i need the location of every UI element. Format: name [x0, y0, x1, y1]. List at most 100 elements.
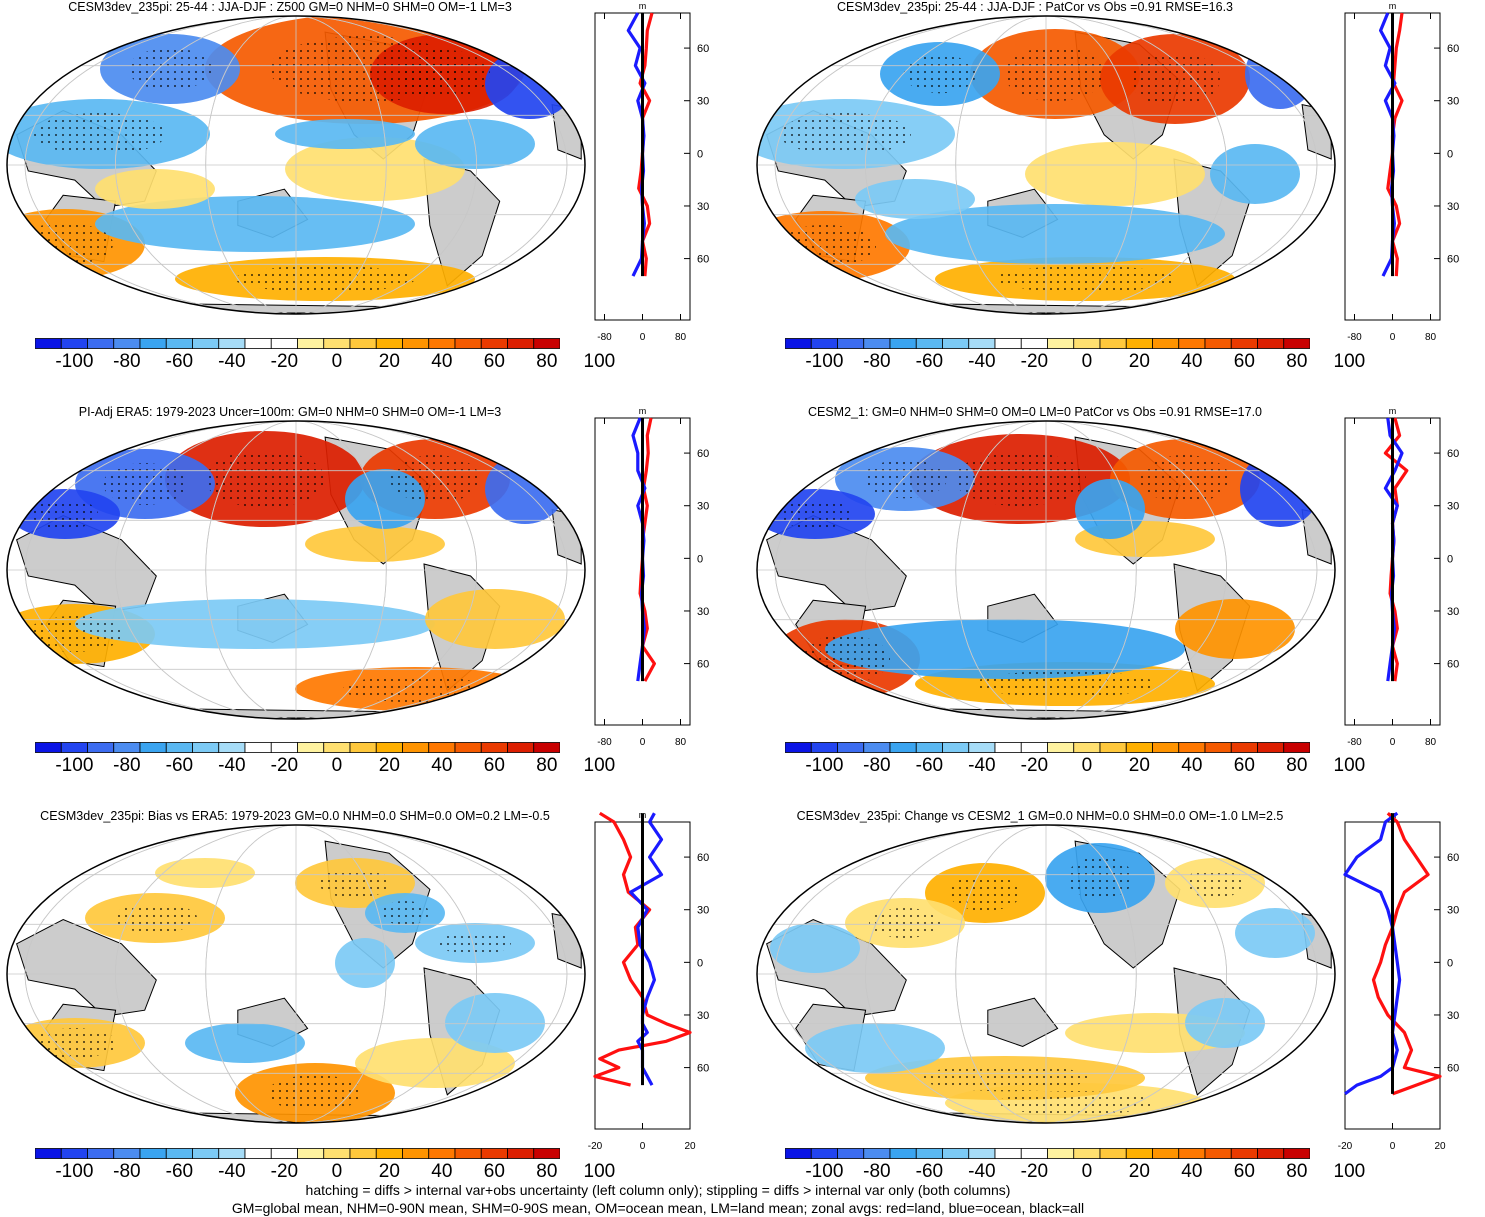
- colorbar-tick-label: 0: [1081, 1161, 1093, 1182]
- y-tick-label: 30N: [1447, 905, 1460, 917]
- longitude-gridline: [864, 16, 1228, 314]
- stippling: [1185, 868, 1245, 898]
- land-zonal-line: [593, 811, 692, 1087]
- colorbar-tick-label: 0: [331, 351, 343, 372]
- x-tick-label: -80: [1347, 737, 1362, 748]
- colorbar-tick-label: 0: [1081, 755, 1093, 776]
- x-tick-label: -20: [588, 1141, 603, 1152]
- colorbar-swatch: [785, 338, 812, 349]
- colorbar-tick-label: -40: [218, 1161, 246, 1182]
- longitude-gridline: [24, 16, 568, 314]
- colorbar-tick-label: -40: [968, 755, 996, 776]
- colorbar-swatch: [863, 338, 891, 349]
- longitude-gridline: [955, 16, 1137, 314]
- colorbar-tick-label: 0: [331, 755, 343, 776]
- anomaly-region: [770, 923, 860, 973]
- colorbar-tick-label: -80: [113, 1161, 141, 1182]
- colorbar-swatch: [863, 1148, 891, 1159]
- land-mass: [987, 997, 1059, 1048]
- stippling: [113, 903, 197, 933]
- colorbar-swatch: [454, 1148, 482, 1159]
- stippling: [1130, 52, 1220, 106]
- colorbar-swatch: [1178, 742, 1206, 753]
- longitude-gridline: [205, 16, 387, 314]
- x-tick-label: -80: [597, 332, 612, 343]
- stippling: [949, 875, 1021, 911]
- anomaly-region: [1240, 451, 1320, 527]
- longitude-gridline: [864, 825, 1228, 1123]
- colorbar-swatch: [785, 1148, 812, 1159]
- stippling: [34, 113, 166, 155]
- panel-title: CESM2_1: GM=0 NHM=0 SHM=0 OM=0 LM=0 PatC…: [807, 405, 1262, 419]
- longitude-gridline: [114, 16, 478, 314]
- longitude-gridline: [774, 16, 1318, 314]
- colorbar-swatch: [349, 742, 377, 753]
- longitude-gridline: [955, 825, 1137, 1123]
- colorbar-swatch: [165, 338, 193, 349]
- colorbar-tick-label: -40: [968, 351, 996, 372]
- y-tick-label: 0: [1447, 148, 1453, 160]
- y-tick-label: 60S: [697, 254, 710, 266]
- colorbar-tick-label: 80: [1286, 1161, 1308, 1182]
- colorbar-swatch: [1047, 1148, 1075, 1159]
- y-tick-label: 0: [697, 957, 703, 969]
- colorbar-swatch: [1152, 338, 1180, 349]
- zonal-profile: m 60N 30N 0 30S 60S -80 0 80: [594, 406, 710, 748]
- colorbar-swatch: [1257, 338, 1285, 349]
- colorbar-tick-label: 40: [1181, 351, 1203, 372]
- stippling: [400, 50, 490, 98]
- colorbar-swatch: [323, 338, 351, 349]
- profile-unit: m: [1389, 406, 1397, 416]
- colorbar-swatch: [837, 338, 865, 349]
- colorbar-swatch: [402, 338, 430, 349]
- colorbar-tick-label: -60: [165, 755, 194, 776]
- map: [6, 824, 586, 1124]
- panel-title: CESM3dev_235pi: Change vs CESM2_1 GM=0.0…: [796, 809, 1284, 823]
- colorbar-swatch: [1125, 1148, 1153, 1159]
- x-tick-label: 0: [640, 1141, 646, 1152]
- map: [756, 824, 1336, 1124]
- colorbar-swatch: [1099, 1148, 1127, 1159]
- colorbar-swatch: [480, 338, 508, 349]
- longitude-gridline: [205, 825, 387, 1123]
- colorbar: [785, 1148, 1310, 1159]
- colorbar-tick-label: 40: [431, 351, 453, 372]
- anomaly-region: [185, 1023, 305, 1063]
- colorbar-tick-label: -20: [1020, 1161, 1049, 1182]
- panel-title: PI-Adj ERA5: 1979-2023 Uncer=100m: GM=0 …: [78, 405, 502, 419]
- colorbar-swatch: [863, 742, 891, 753]
- stippling: [995, 265, 1175, 293]
- colorbar-swatch: [533, 338, 560, 349]
- profile-unit: m: [1389, 1, 1397, 11]
- x-tick-label: 0: [640, 737, 646, 748]
- colorbar-tick-label: 20: [378, 755, 400, 776]
- colorbar-swatch: [1099, 742, 1127, 753]
- stippling: [205, 450, 325, 508]
- x-tick-label: 20: [684, 1141, 696, 1152]
- colorbar-swatch: [87, 1148, 115, 1159]
- colorbar: [35, 338, 560, 349]
- stippling: [975, 670, 1155, 698]
- y-tick-label: 60S: [1447, 254, 1460, 266]
- colorbar-tick-label: 60: [1233, 1161, 1255, 1182]
- longitude-gridline: [114, 825, 478, 1123]
- x-tick-label: -20: [1338, 1141, 1353, 1152]
- colorbar-tick-label: 100: [583, 1161, 616, 1182]
- anomaly-region: [355, 1038, 515, 1088]
- colorbar-tick-label: -100: [805, 351, 844, 372]
- colorbar-swatch: [428, 338, 456, 349]
- stippling: [267, 1075, 363, 1111]
- stippling: [390, 455, 480, 503]
- colorbar-swatch: [1047, 742, 1075, 753]
- anomaly-region: [1185, 998, 1265, 1048]
- colorbar-swatch: [35, 1148, 62, 1159]
- colorbar-tick-label: -60: [165, 1161, 194, 1182]
- colorbar: [35, 1148, 560, 1159]
- stippling: [27, 616, 123, 652]
- colorbar-swatch: [297, 742, 325, 753]
- y-tick-label: 60N: [1447, 448, 1460, 460]
- colorbar-swatch: [1230, 742, 1258, 753]
- land-mass: [423, 158, 501, 287]
- colorbar-swatch: [1257, 1148, 1285, 1159]
- stippling: [33, 1028, 117, 1058]
